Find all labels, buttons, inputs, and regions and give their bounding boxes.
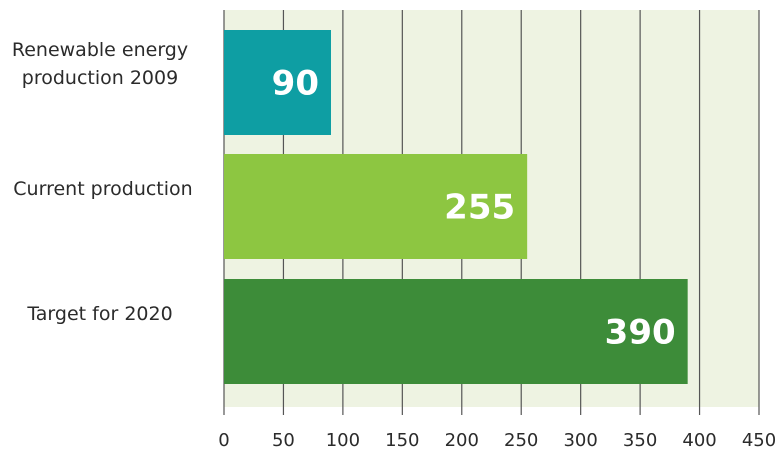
x-tick-label-100: 100 (326, 430, 360, 451)
x-tick-label-400: 400 (682, 430, 716, 451)
bars (224, 30, 688, 384)
x-tick-label-250: 250 (504, 430, 538, 451)
value-label-2: 390 (605, 313, 676, 353)
x-tick-label-300: 300 (563, 430, 597, 451)
value-label-1: 255 (444, 188, 515, 228)
category-label-renewable-2009: Renewable energy production 2009 (11, 39, 189, 89)
x-tick-label-350: 350 (623, 430, 657, 451)
x-axis: 0 50 100 150 200 250 300 350 400 450 (218, 430, 776, 451)
x-tick-label-450: 450 (742, 430, 776, 451)
category-label-current-production: Current production (13, 178, 193, 200)
value-labels: 90 255 390 (272, 64, 676, 353)
bar-0 (224, 30, 331, 135)
x-tick-label-0: 0 (218, 430, 229, 451)
x-tick-label-150: 150 (385, 430, 419, 451)
category-label-target-2020: Target for 2020 (27, 303, 173, 325)
bar-2 (224, 279, 688, 384)
bar-1 (224, 154, 528, 259)
x-tick-label-50: 50 (272, 430, 295, 451)
value-label-0: 90 (272, 64, 319, 104)
x-tick-label-200: 200 (445, 430, 479, 451)
